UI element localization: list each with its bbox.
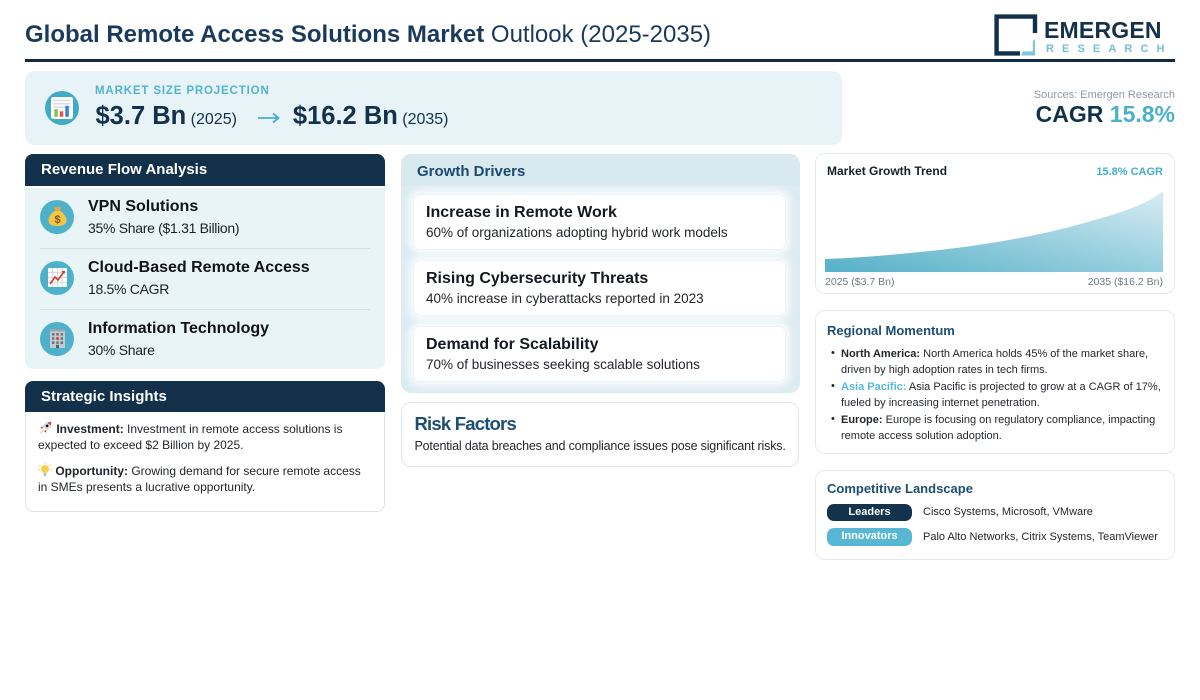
svg-text:$: $ bbox=[54, 214, 60, 226]
